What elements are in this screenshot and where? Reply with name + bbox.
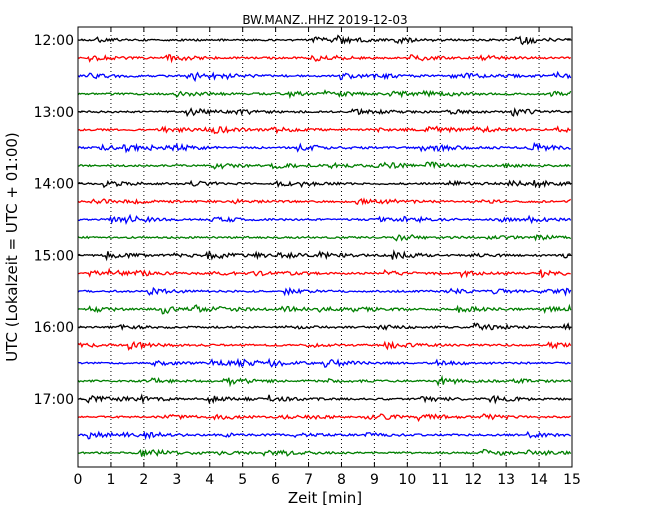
trace-line: [77, 197, 572, 206]
trace-line: [77, 430, 572, 441]
y-axis-ticks: 12:00 13:00 14:00 15:00 16:00 17:00: [34, 33, 572, 408]
trace-line: [77, 267, 571, 279]
trace-line: [77, 374, 572, 388]
y-tick-label: 12:00: [34, 33, 74, 49]
trace-line: [77, 53, 572, 64]
x-tick-label: 6: [271, 472, 280, 488]
trace-line: [77, 141, 571, 154]
x-tick-label: 7: [304, 472, 313, 488]
x-tick-label: 5: [238, 472, 247, 488]
trace-line: [77, 286, 572, 297]
x-tick-label: 11: [431, 472, 449, 488]
trace-line: [77, 70, 572, 83]
trace-line: [77, 413, 571, 423]
x-tick-label: 0: [74, 472, 83, 488]
y-tick-label: 14:00: [34, 177, 74, 193]
x-tick-label: 13: [497, 472, 515, 488]
x-tick-label: 12: [464, 472, 482, 488]
x-tick-label: 2: [139, 472, 148, 488]
trace-line: [77, 357, 571, 369]
plot-frame: [77, 26, 573, 468]
trace-line: [77, 179, 572, 189]
trace-line: [77, 125, 571, 135]
trace-line: [77, 448, 572, 458]
y-tick-label: 16:00: [34, 320, 74, 336]
chart-title: BW.MANZ..HHZ 2019-12-03: [242, 13, 407, 27]
x-tick-label: 1: [106, 472, 115, 488]
x-tick-label: 8: [337, 472, 346, 488]
trace-line: [77, 340, 572, 351]
x-tick-label: 9: [370, 472, 379, 488]
x-axis-label: Zeit [min]: [288, 489, 362, 507]
x-tick-label: 14: [530, 472, 548, 488]
x-tick-label: 10: [398, 472, 416, 488]
trace-line: [77, 303, 572, 315]
trace-line: [77, 89, 572, 100]
y-tick-label: 13:00: [34, 105, 74, 121]
trace-line: [77, 249, 572, 262]
gridlines: [110, 27, 540, 467]
x-tick-label: 4: [205, 472, 214, 488]
trace-line: [77, 106, 571, 118]
trace-line: [77, 234, 572, 242]
trace-line: [77, 322, 572, 331]
y-tick-label: 17:00: [34, 392, 74, 408]
y-tick-label: 15:00: [34, 248, 74, 264]
x-axis-ticks: 0 1 2 3 4 5 6 7 8 9 10 11 12 13 14 15: [74, 27, 581, 488]
y-axis-label: UTC (Lokalzeit = UTC + 01:00): [3, 132, 21, 362]
seismic-traces: [77, 34, 572, 458]
x-tick-label: 15: [563, 472, 581, 488]
trace-line: [77, 213, 572, 225]
trace-line: [77, 393, 571, 405]
trace-line: [77, 161, 571, 170]
trace-line: [77, 34, 571, 46]
x-tick-label: 3: [172, 472, 181, 488]
